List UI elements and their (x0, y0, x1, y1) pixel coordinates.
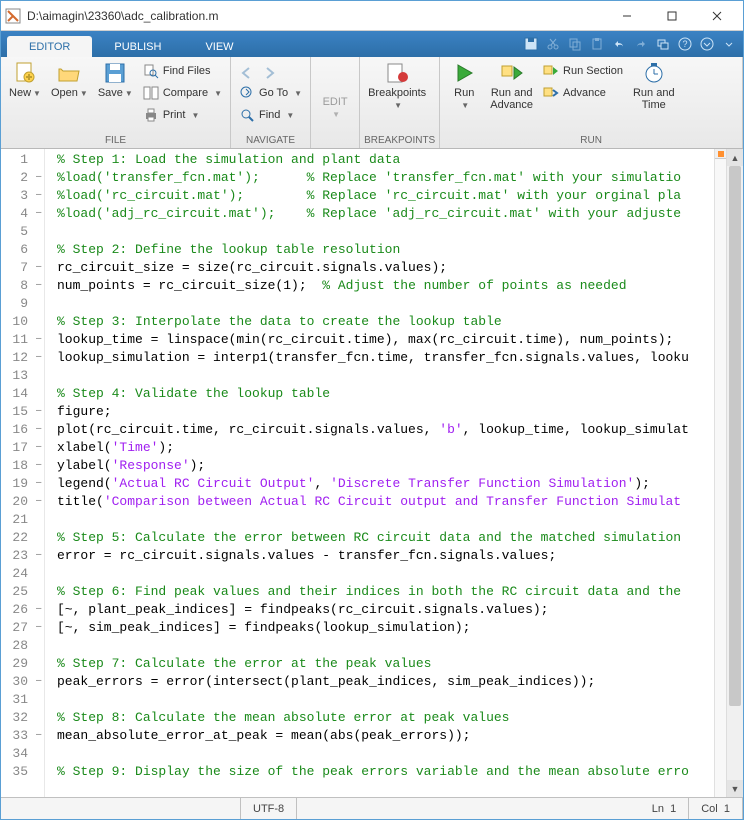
tab-editor[interactable]: EDITOR (7, 36, 92, 57)
breakpoints-label: Breakpoints (368, 87, 426, 99)
maximize-button[interactable] (649, 2, 694, 30)
toolstrip-ribbon: New▼ Open▼ Save▼ Find Files Compare▼ Pri… (1, 57, 743, 149)
status-line[interactable]: Ln 1 (640, 798, 690, 819)
qat-dropdown-icon[interactable] (697, 34, 717, 54)
print-icon (143, 107, 159, 123)
edit-button[interactable]: EDIT▼ (315, 70, 355, 122)
redo-icon[interactable] (631, 34, 651, 54)
title-bar: D:\aimagin\23360\adc_calibration.m (1, 1, 743, 31)
find-files-label: Find Files (163, 65, 211, 77)
find-label: Find (259, 109, 280, 121)
save-icon[interactable] (521, 34, 541, 54)
run-time-icon (642, 61, 666, 85)
tab-view[interactable]: VIEW (183, 36, 255, 57)
code-editor[interactable]: % Step 1: Load the simulation and plant … (45, 149, 714, 797)
open-label: Open (51, 87, 78, 99)
toolstrip-tabs: EDITOR PUBLISH VIEW ? (1, 31, 743, 57)
group-edit-label (315, 133, 355, 148)
group-file-label: FILE (5, 133, 226, 148)
save-label: Save (98, 87, 123, 99)
find-icon (239, 107, 255, 123)
line-number-gutter[interactable]: 1234567891011121314151617181920212223242… (1, 149, 45, 797)
advance-icon (543, 85, 559, 101)
close-button[interactable] (694, 2, 739, 30)
save-floppy-icon (103, 61, 127, 85)
group-navigate: Go To▼ Find▼ NAVIGATE (231, 57, 311, 148)
advance-button[interactable]: Advance (539, 83, 627, 103)
find-button[interactable]: Find▼ (235, 105, 306, 125)
run-time-button[interactable]: Run and Time (629, 59, 679, 113)
code-overview-strip[interactable] (714, 149, 726, 797)
run-button[interactable]: Run▼ (444, 59, 484, 113)
print-label: Print (163, 109, 186, 121)
cut-icon[interactable] (543, 34, 563, 54)
run-label: Run (454, 87, 474, 99)
compare-button[interactable]: Compare▼ (139, 83, 226, 103)
copy-icon[interactable] (565, 34, 585, 54)
advance-label: Advance (563, 87, 606, 99)
tab-publish[interactable]: PUBLISH (92, 36, 183, 57)
window-title: D:\aimagin\23360\adc_calibration.m (27, 9, 604, 23)
compare-label: Compare (163, 87, 208, 99)
compare-icon (143, 85, 159, 101)
minimize-toolstrip-icon[interactable] (719, 34, 739, 54)
help-icon[interactable]: ? (675, 34, 695, 54)
scroll-up-icon[interactable]: ▲ (727, 149, 743, 166)
run-section-icon (543, 63, 559, 79)
group-breakpoints: Breakpoints▼ BREAKPOINTS (360, 57, 440, 148)
run-advance-icon (500, 61, 524, 85)
group-navigate-label: NAVIGATE (235, 133, 306, 148)
app-icon (5, 8, 21, 24)
new-button[interactable]: New▼ (5, 59, 45, 101)
goto-button[interactable]: Go To▼ (235, 83, 306, 103)
find-files-button[interactable]: Find Files (139, 61, 226, 81)
undo-icon[interactable] (609, 34, 629, 54)
switch-windows-icon[interactable] (653, 34, 673, 54)
scroll-down-icon[interactable]: ▼ (727, 780, 743, 797)
open-icon (57, 61, 81, 85)
open-button[interactable]: Open▼ (47, 59, 92, 101)
svg-text:?: ? (682, 39, 687, 49)
breakpoints-icon (385, 61, 409, 85)
goto-label: Go To (259, 87, 288, 99)
paste-icon[interactable] (587, 34, 607, 54)
find-files-icon (143, 63, 159, 79)
new-icon (13, 61, 37, 85)
back-icon[interactable] (239, 65, 255, 81)
group-edit: EDIT▼ (311, 57, 360, 148)
run-section-button[interactable]: Run Section (539, 61, 627, 81)
breakpoints-button[interactable]: Breakpoints▼ (364, 59, 430, 113)
editor-area: 1234567891011121314151617181920212223242… (1, 149, 743, 797)
vertical-scrollbar[interactable]: ▲ ▼ (726, 149, 743, 797)
status-col[interactable]: Col 1 (689, 798, 743, 819)
new-label: New (9, 87, 31, 99)
edit-label: EDIT (323, 96, 348, 108)
status-encoding[interactable]: UTF-8 (241, 798, 297, 819)
run-time-label: Run and Time (633, 87, 675, 111)
run-icon (452, 61, 476, 85)
run-section-label: Run Section (563, 65, 623, 77)
group-run: Run▼ Run and Advance Run Section Advance… (440, 57, 743, 148)
save-button[interactable]: Save▼ (94, 59, 137, 101)
goto-icon (239, 85, 255, 101)
run-advance-button[interactable]: Run and Advance (486, 59, 537, 113)
minimize-button[interactable] (604, 2, 649, 30)
print-button[interactable]: Print▼ (139, 105, 226, 125)
group-file: New▼ Open▼ Save▼ Find Files Compare▼ Pri… (1, 57, 231, 148)
scrollbar-thumb[interactable] (729, 166, 741, 706)
status-bar: UTF-8 Ln 1 Col 1 (1, 797, 743, 819)
run-advance-label: Run and Advance (490, 87, 533, 111)
quick-access-toolbar: ? (521, 34, 739, 54)
status-message (1, 798, 241, 819)
forward-icon[interactable] (261, 65, 277, 81)
group-breakpoints-label: BREAKPOINTS (364, 133, 435, 148)
group-run-label: RUN (444, 133, 738, 148)
